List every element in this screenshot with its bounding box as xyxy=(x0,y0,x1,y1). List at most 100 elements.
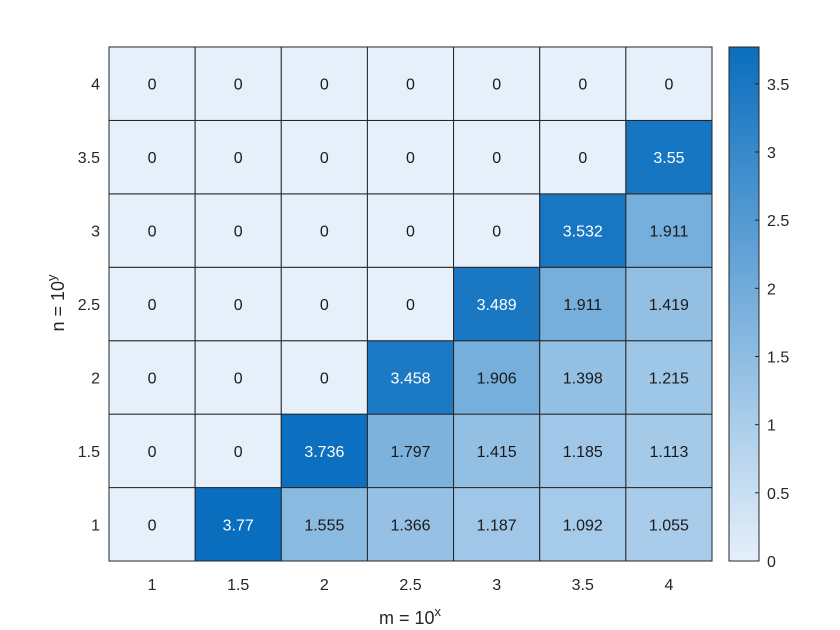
y-tick-label: 2 xyxy=(91,370,100,387)
y-tick-label: 2.5 xyxy=(78,297,100,314)
heatmap-cell xyxy=(625,266,713,342)
colorbar-tick-label: 2.5 xyxy=(767,213,789,230)
colorbar-tick-label: 0 xyxy=(767,554,776,571)
x-axis-ticks: 1 1.5 2 2.5 3 3.5 4 xyxy=(148,577,674,594)
cell-value-label: 0 xyxy=(234,297,243,314)
heatmap-cell xyxy=(366,340,455,415)
cell-value-label: 1.092 xyxy=(563,517,603,534)
y-axis-ticks: 1 1.5 2 2.5 3 3.5 4 xyxy=(78,77,100,535)
cell-value-label: 0 xyxy=(148,77,157,94)
cell-value-label: 0 xyxy=(320,150,329,167)
colorbar-tick-label: 3.5 xyxy=(767,77,789,94)
cell-value-label: 1.911 xyxy=(649,224,688,241)
cell-value-label: 0 xyxy=(234,224,243,241)
heatmap-cells: 0 3.77 1.555 1.366 1.187 1.092 1.055 0 0 3.736 1.7… xyxy=(108,46,713,562)
cell-value-label: 3.532 xyxy=(563,224,603,241)
cell-value-label: 0 xyxy=(148,370,157,387)
cell-value-label: 1.113 xyxy=(649,444,688,461)
x-axis-label: m = 10x xyxy=(379,604,442,628)
cell-value-label: 0 xyxy=(578,77,587,94)
cell-value-label: 0 xyxy=(234,370,243,387)
x-tick-label: 2 xyxy=(320,577,329,594)
cell-value-label: 0 xyxy=(320,297,329,314)
heatmap-cell xyxy=(194,487,282,562)
cell-value-label: 0 xyxy=(492,150,501,167)
heatmap-cell xyxy=(453,340,541,415)
cell-value-label: 0 xyxy=(148,150,157,167)
heatmap-cell xyxy=(108,119,196,195)
x-tick-label: 2.5 xyxy=(399,577,421,594)
heatmap-cell xyxy=(366,46,455,121)
x-tick-label: 4 xyxy=(664,577,673,594)
heatmap-cell xyxy=(539,413,627,489)
heatmap-cell xyxy=(366,266,455,342)
cell-value-label: 0 xyxy=(492,77,501,94)
cell-value-label: 1.398 xyxy=(563,370,603,387)
cell-value-label: 1.185 xyxy=(563,444,603,461)
heatmap-cell xyxy=(625,193,713,268)
colorbar-tick-label: 1.5 xyxy=(767,349,789,366)
heatmap-cell xyxy=(453,487,541,562)
cell-value-label: 1.906 xyxy=(477,370,517,387)
cell-value-label: 1.055 xyxy=(649,517,689,534)
heatmap-cell xyxy=(194,413,282,489)
heatmap-cell xyxy=(625,119,713,195)
y-tick-label: 1 xyxy=(91,517,100,534)
cell-value-label: 0 xyxy=(234,444,243,461)
y-axis-label: n = 10y xyxy=(44,274,68,332)
heatmap-cell xyxy=(625,46,713,121)
cell-value-label: 3.489 xyxy=(477,297,517,314)
heatmap-cell xyxy=(453,46,541,121)
cell-value-label: 0 xyxy=(320,370,329,387)
x-tick-label: 1.5 xyxy=(227,577,249,594)
y-tick-label: 1.5 xyxy=(78,444,100,461)
cell-value-label: 0 xyxy=(234,77,243,94)
heatmap-cell xyxy=(194,266,282,342)
heatmap-cell xyxy=(366,487,455,562)
cell-value-label: 3.458 xyxy=(390,370,430,387)
colorbar-tick-label: 2 xyxy=(767,281,776,298)
cell-value-label: 0 xyxy=(148,444,157,461)
heatmap-cell xyxy=(539,340,627,415)
heatmap-cell xyxy=(280,119,368,195)
cell-value-label: 0 xyxy=(492,224,501,241)
cell-value-label: 1.366 xyxy=(390,517,430,534)
cell-value-label: 0 xyxy=(406,150,415,167)
cell-value-label: 0 xyxy=(664,77,673,94)
cell-value-label: 1.415 xyxy=(477,444,517,461)
colorbar-tick-label: 0.5 xyxy=(767,486,789,503)
cell-value-label: 1.187 xyxy=(477,517,517,534)
heatmap-cell xyxy=(625,487,713,562)
heatmap-cell xyxy=(453,119,541,195)
heatmap-cell xyxy=(280,340,368,415)
heatmap-cell xyxy=(194,340,282,415)
cell-value-label: 1.419 xyxy=(649,297,689,314)
cell-value-label: 0 xyxy=(406,77,415,94)
heatmap-cell xyxy=(280,413,368,489)
heatmap-cell xyxy=(539,487,627,562)
heatmap-cell xyxy=(539,119,627,195)
heatmap-cell xyxy=(194,119,282,195)
heatmap-cell xyxy=(539,46,627,121)
cell-value-label: 3.736 xyxy=(304,444,344,461)
x-tick-label: 1 xyxy=(148,577,157,594)
cell-value-label: 0 xyxy=(148,224,157,241)
heatmap-cell xyxy=(539,193,627,268)
cell-value-label: 0 xyxy=(320,224,329,241)
cell-value-label: 0 xyxy=(148,297,157,314)
cell-value-label: 0 xyxy=(234,150,243,167)
cell-value-label: 0 xyxy=(578,150,587,167)
cell-value-label: 1.911 xyxy=(563,297,602,314)
cell-value-label: 1.215 xyxy=(649,370,689,387)
heatmap-cell xyxy=(453,413,541,489)
heatmap-cell xyxy=(108,413,196,489)
cell-value-label: 0 xyxy=(148,517,157,534)
cell-value-label: 3.55 xyxy=(653,150,684,167)
x-tick-label: 3 xyxy=(492,577,501,594)
cell-value-label: 0 xyxy=(320,77,329,94)
heatmap-cell xyxy=(108,193,196,268)
colorbar-tick-label: 3 xyxy=(767,145,776,162)
y-tick-label: 4 xyxy=(91,77,100,94)
x-tick-label: 3.5 xyxy=(572,577,594,594)
